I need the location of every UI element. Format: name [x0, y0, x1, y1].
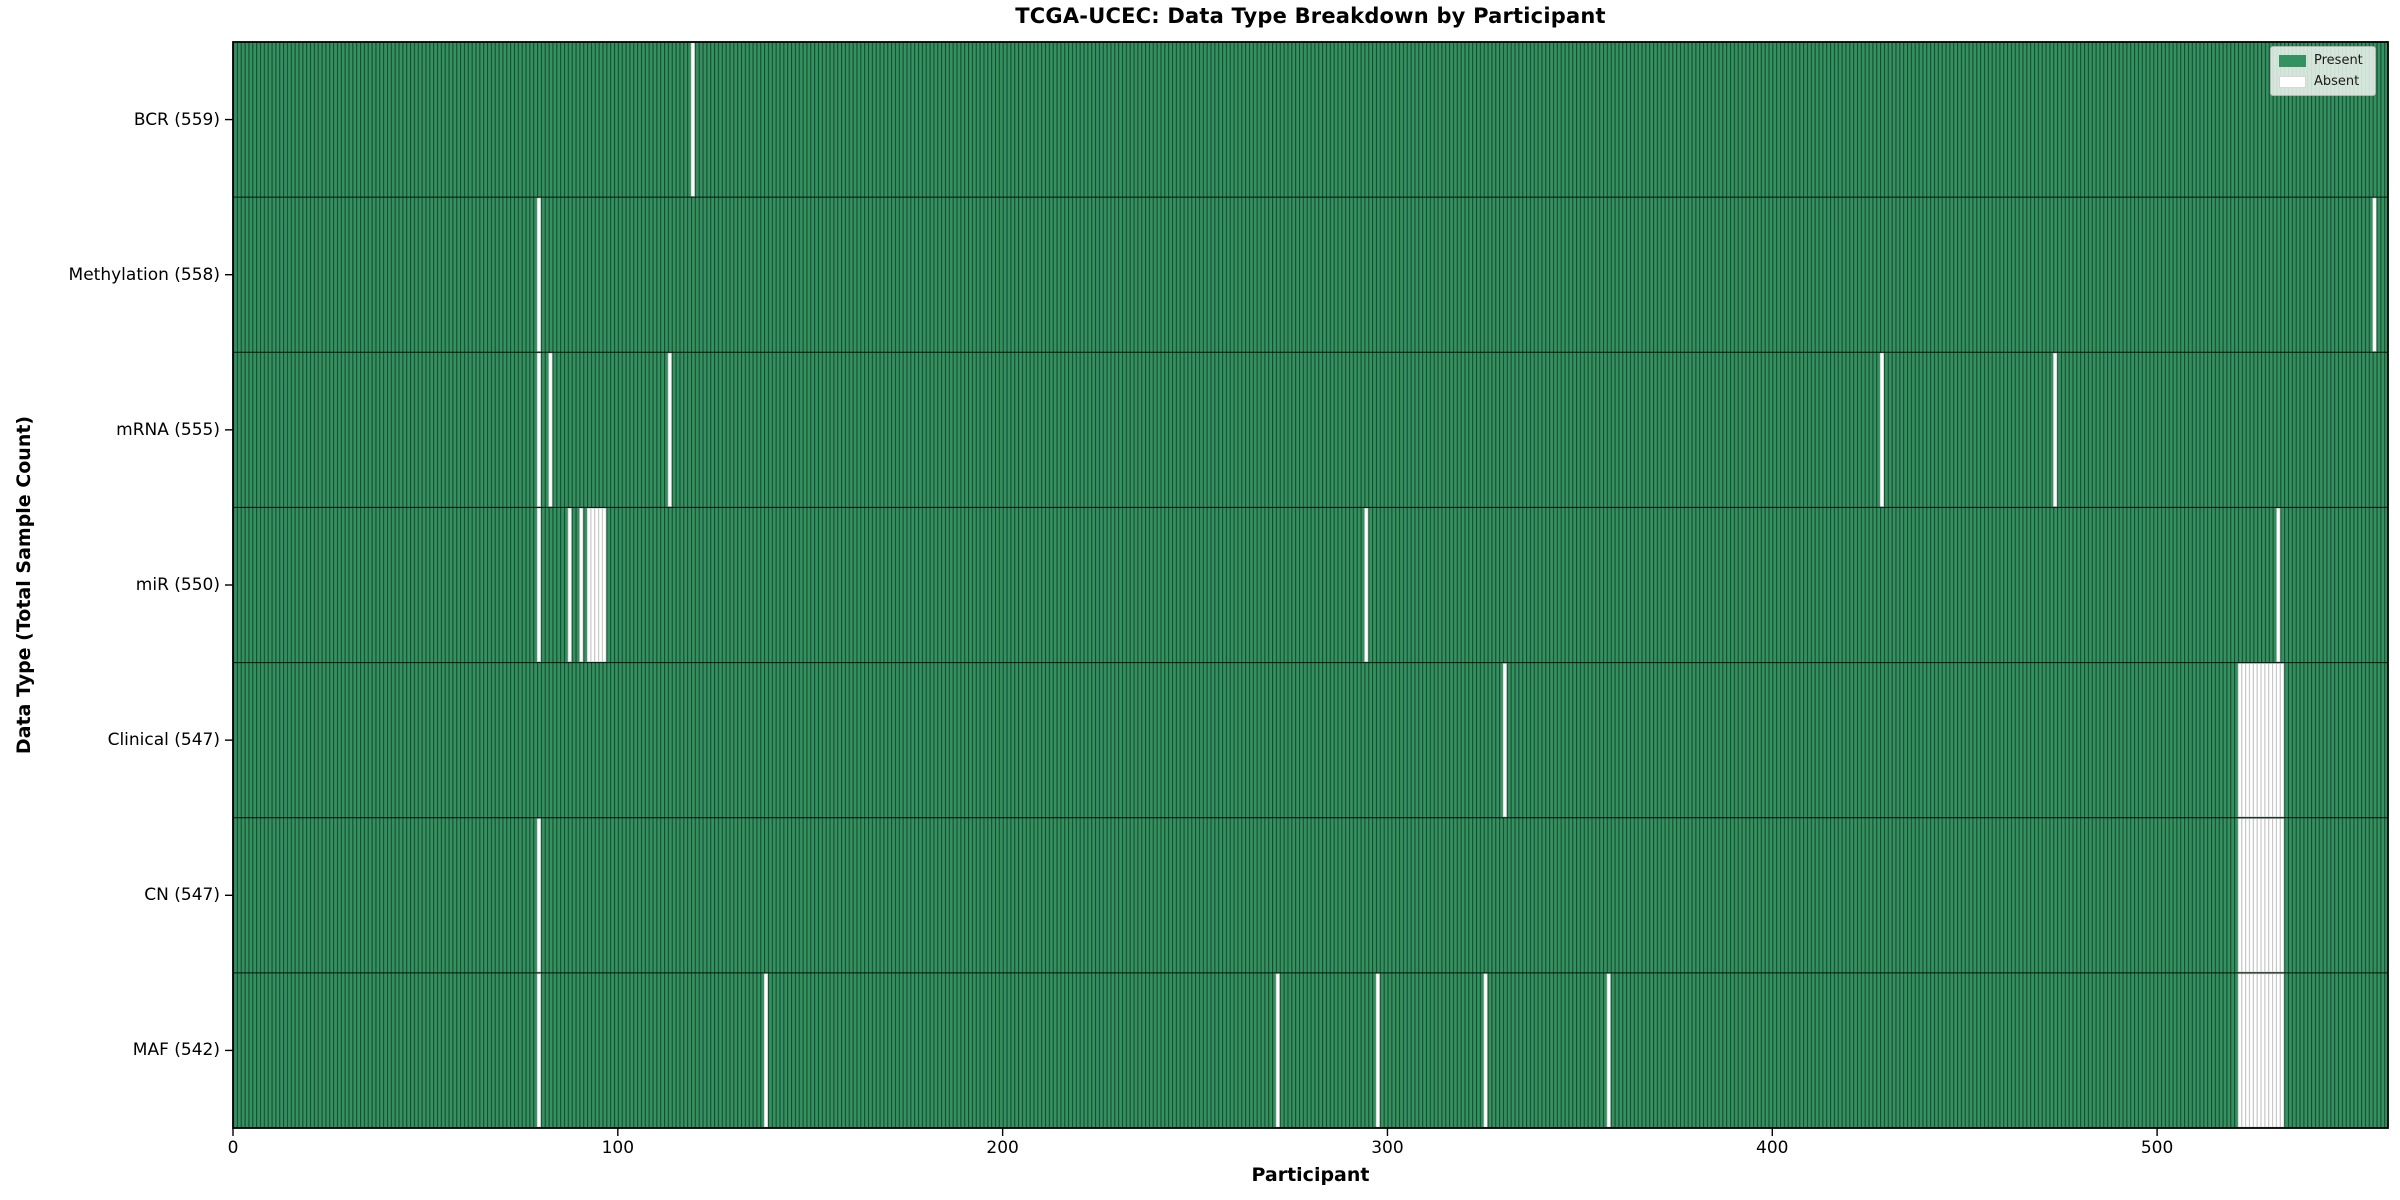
absent-bar-MAF-521 — [2237, 973, 2242, 1128]
absent-bar-CN-523 — [2245, 818, 2250, 973]
absent-bar-MAF-529 — [2268, 973, 2273, 1128]
y-tick-label-Clinical: Clinical (547) — [107, 730, 220, 751]
absent-bar-CN-527 — [2260, 818, 2265, 973]
absent-bar-MAF-357 — [1606, 973, 1611, 1128]
absent-bar-MAF-138 — [763, 973, 768, 1128]
absent-bar-CN-521 — [2237, 818, 2242, 973]
absent-bar-MAF-532 — [2280, 973, 2285, 1128]
y-tick-label-Methylation: Methylation (558) — [68, 264, 220, 285]
absent-bar-miR-79 — [536, 507, 541, 663]
absent-bar-MAF-526 — [2257, 973, 2262, 1128]
x-tick-label-300: 300 — [1371, 1138, 1404, 1158]
absent-bar-MAF-79 — [536, 973, 541, 1128]
x-tick-label-0: 0 — [227, 1138, 239, 1158]
absent-bar-MAF-530 — [2272, 973, 2277, 1128]
absent-bar-Methylation-79 — [536, 197, 541, 352]
absent-bar-Clinical-531 — [2276, 663, 2281, 818]
absent-bar-CN-529 — [2268, 818, 2273, 973]
absent-bar-MAF-523 — [2245, 973, 2250, 1128]
absent-bar-CN-526 — [2257, 818, 2262, 973]
absent-bar-CN-530 — [2272, 818, 2277, 973]
absent-bar-Clinical-530 — [2272, 663, 2277, 818]
absent-bar-Clinical-522 — [2241, 663, 2246, 818]
y-tick-label-miR: miR (550) — [135, 575, 220, 595]
absent-bar-MAF-522 — [2241, 973, 2246, 1128]
absent-bar-CN-525 — [2253, 818, 2258, 973]
absent-bar-Clinical-330 — [1502, 663, 1507, 818]
absent-bar-Clinical-527 — [2260, 663, 2265, 818]
absent-bar-Methylation-556 — [2372, 197, 2377, 352]
absent-bar-MAF-271 — [1275, 973, 1280, 1128]
x-axis-label: Participant — [1251, 1164, 1370, 1186]
legend-entry-absent: Absent — [2279, 74, 2367, 89]
legend-label-present: Present — [2314, 53, 2363, 68]
legend-entry-present: Present — [2279, 53, 2367, 68]
absent-bar-MAF-528 — [2264, 973, 2269, 1128]
absent-bar-Clinical-525 — [2253, 663, 2258, 818]
absent-bar-MAF-525 — [2253, 973, 2258, 1128]
absent-bar-mRNA-428 — [1879, 352, 1884, 507]
absent-bar-mRNA-473 — [2053, 352, 2058, 507]
absent-bar-CN-531 — [2276, 818, 2281, 973]
legend-swatch-present-icon — [2279, 54, 2306, 67]
absent-bar-mRNA-79 — [536, 352, 541, 507]
absent-bar-Clinical-523 — [2245, 663, 2250, 818]
chart-title: TCGA-UCEC: Data Type Breakdown by Partic… — [1015, 4, 1606, 28]
absent-bar-MAF-297 — [1375, 973, 1380, 1128]
legend: Present Absent — [2270, 46, 2376, 96]
absent-bar-miR-95 — [598, 507, 603, 663]
absent-bar-MAF-524 — [2249, 973, 2254, 1128]
absent-bar-mRNA-82 — [548, 352, 553, 507]
absent-bar-CN-79 — [536, 818, 541, 973]
absent-bar-MAF-527 — [2260, 973, 2265, 1128]
absent-bar-miR-92 — [586, 507, 591, 663]
absent-bar-miR-294 — [1364, 507, 1369, 663]
absent-bar-CN-528 — [2264, 818, 2269, 973]
y-tick-label-mRNA: mRNA (555) — [116, 419, 220, 440]
absent-bar-Clinical-528 — [2264, 663, 2269, 818]
absent-bar-Clinical-526 — [2257, 663, 2262, 818]
y-tick-label-MAF: MAF (542) — [132, 1040, 220, 1061]
absent-bar-CN-524 — [2249, 818, 2254, 973]
absent-bar-miR-93 — [590, 507, 595, 663]
absent-bar-miR-531 — [2276, 507, 2281, 663]
absent-bar-Clinical-529 — [2268, 663, 2273, 818]
x-tick-label-100: 100 — [601, 1138, 635, 1158]
absent-bar-MAF-531 — [2276, 973, 2281, 1128]
legend-label-absent: Absent — [2314, 74, 2360, 89]
absent-bar-CN-522 — [2241, 818, 2246, 973]
absent-bar-miR-96 — [602, 507, 607, 663]
absent-bar-miR-94 — [594, 507, 599, 663]
absent-bar-CN-532 — [2280, 818, 2285, 973]
absent-bar-miR-87 — [567, 507, 572, 663]
absent-bar-MAF-325 — [1483, 973, 1488, 1128]
legend-swatch-absent-icon — [2279, 75, 2306, 88]
x-tick-label-500: 500 — [2140, 1138, 2174, 1158]
y-tick-label-CN: CN (547) — [144, 885, 220, 906]
absent-bar-mRNA-113 — [667, 352, 672, 507]
x-tick-label-200: 200 — [986, 1138, 1019, 1158]
absent-bar-Clinical-521 — [2237, 663, 2242, 818]
absent-bar-Clinical-524 — [2249, 663, 2254, 818]
absent-bar-miR-90 — [579, 507, 584, 663]
x-tick-label-400: 400 — [1756, 1138, 1789, 1158]
y-tick-label-BCR: BCR (559) — [133, 109, 220, 130]
absent-bar-Clinical-532 — [2280, 663, 2285, 818]
absent-bar-BCR-119 — [690, 42, 695, 197]
